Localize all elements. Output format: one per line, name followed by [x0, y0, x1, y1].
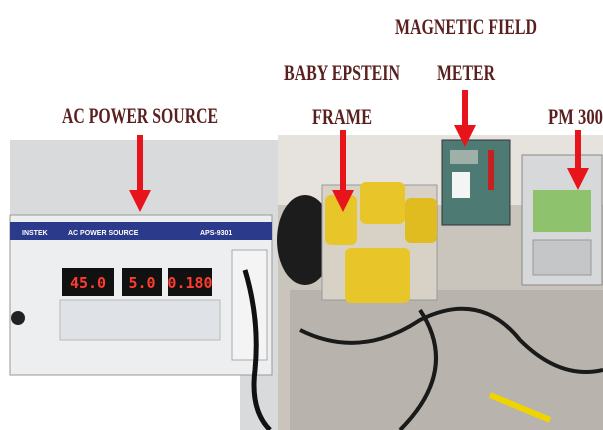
outlet [231, 249, 268, 361]
arrows [129, 90, 589, 212]
label: FRAME [312, 104, 372, 129]
setup-photo [277, 135, 603, 430]
label: AC POWER SOURCE [62, 103, 218, 128]
meter-panel [452, 172, 470, 198]
display-value: 5.0 [128, 274, 155, 292]
meter-display [450, 150, 478, 164]
device-brand: INSTEK [22, 230, 48, 237]
label: BABY EPSTEIN [284, 60, 400, 85]
coil [405, 198, 437, 243]
cable [299, 306, 603, 374]
coil [325, 195, 357, 245]
display-value: 45.0 [70, 274, 106, 292]
power-source-photo: INSTEK AC POWER SOURCE APS-9301 45.0 5.0… [9, 140, 278, 430]
arrow [332, 130, 354, 212]
pm300-display [533, 190, 591, 232]
meter-indicator [488, 150, 494, 190]
arrow [129, 135, 151, 212]
label: MAGNETIC FIELD [395, 14, 537, 39]
coil [345, 248, 410, 303]
device-header [10, 222, 272, 240]
button-panel [59, 299, 221, 341]
label: METER [437, 60, 496, 85]
label: PM 300 [548, 104, 603, 129]
photo-background [10, 375, 240, 430]
device-model: APS-9301 [200, 230, 232, 237]
table [290, 290, 603, 430]
display [122, 268, 162, 296]
display [62, 268, 114, 296]
pm300-keypad [532, 239, 592, 276]
cable [398, 308, 438, 430]
arrow [567, 130, 589, 190]
knob [11, 311, 25, 325]
cable [488, 392, 552, 423]
device-name: AC POWER SOURCE [68, 230, 139, 237]
coil [360, 182, 405, 224]
cable [242, 269, 272, 430]
arrow [454, 90, 476, 147]
display [168, 268, 212, 296]
coil [277, 195, 333, 285]
display-value: 0.180 [167, 274, 212, 292]
